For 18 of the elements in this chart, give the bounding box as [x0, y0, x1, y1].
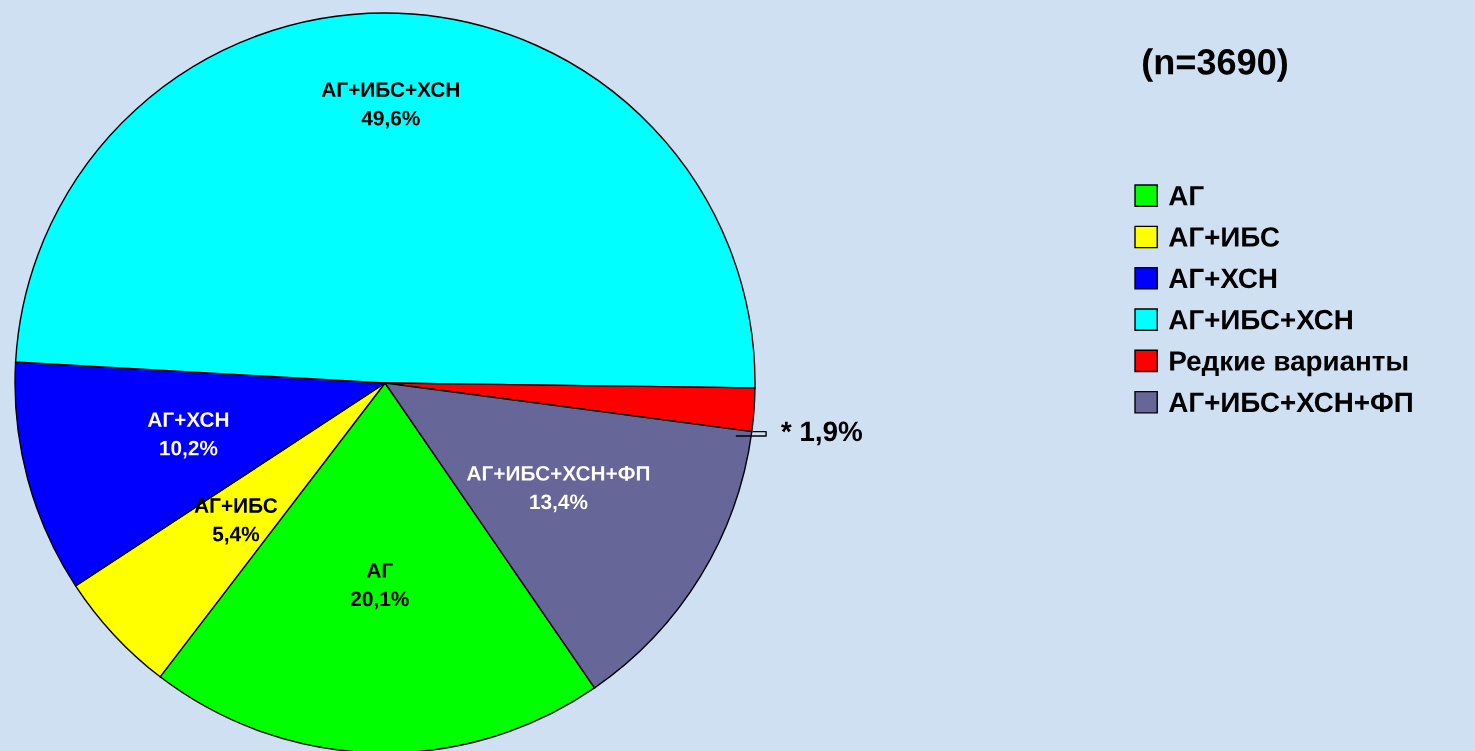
legend-label: АГ: [1169, 186, 1204, 206]
data-label: 13,4%: [530, 494, 588, 513]
text: (n=3690): [1143, 48, 1287, 82]
legend-label: АГ+ИБС+ХСН: [1169, 309, 1352, 330]
slice-label: АГ+ИБС+ХСН+ФП: [466, 466, 650, 481]
legend-label: Редкие варианты: [1170, 351, 1408, 377]
legend-label: АГ+ИБС+ХСН+ФП: [1169, 392, 1412, 413]
data-label: 49,6%: [361, 110, 420, 129]
data-label: 10,2%: [160, 440, 218, 459]
data-label: * 1,9%: [780, 421, 863, 446]
slice-label: АГ: [366, 563, 393, 578]
slice-label: АГ+ХСН: [147, 412, 229, 428]
legend-label: АГ+ХСН: [1169, 268, 1277, 289]
slice-label: АГ+ИБС: [194, 498, 278, 513]
legend-label: АГ+ИБС: [1169, 227, 1280, 247]
data-label: 5,4%: [212, 526, 260, 545]
slice-label: АГ+ИБС+ХСН: [321, 82, 459, 97]
data-label: 20,1%: [350, 591, 409, 610]
